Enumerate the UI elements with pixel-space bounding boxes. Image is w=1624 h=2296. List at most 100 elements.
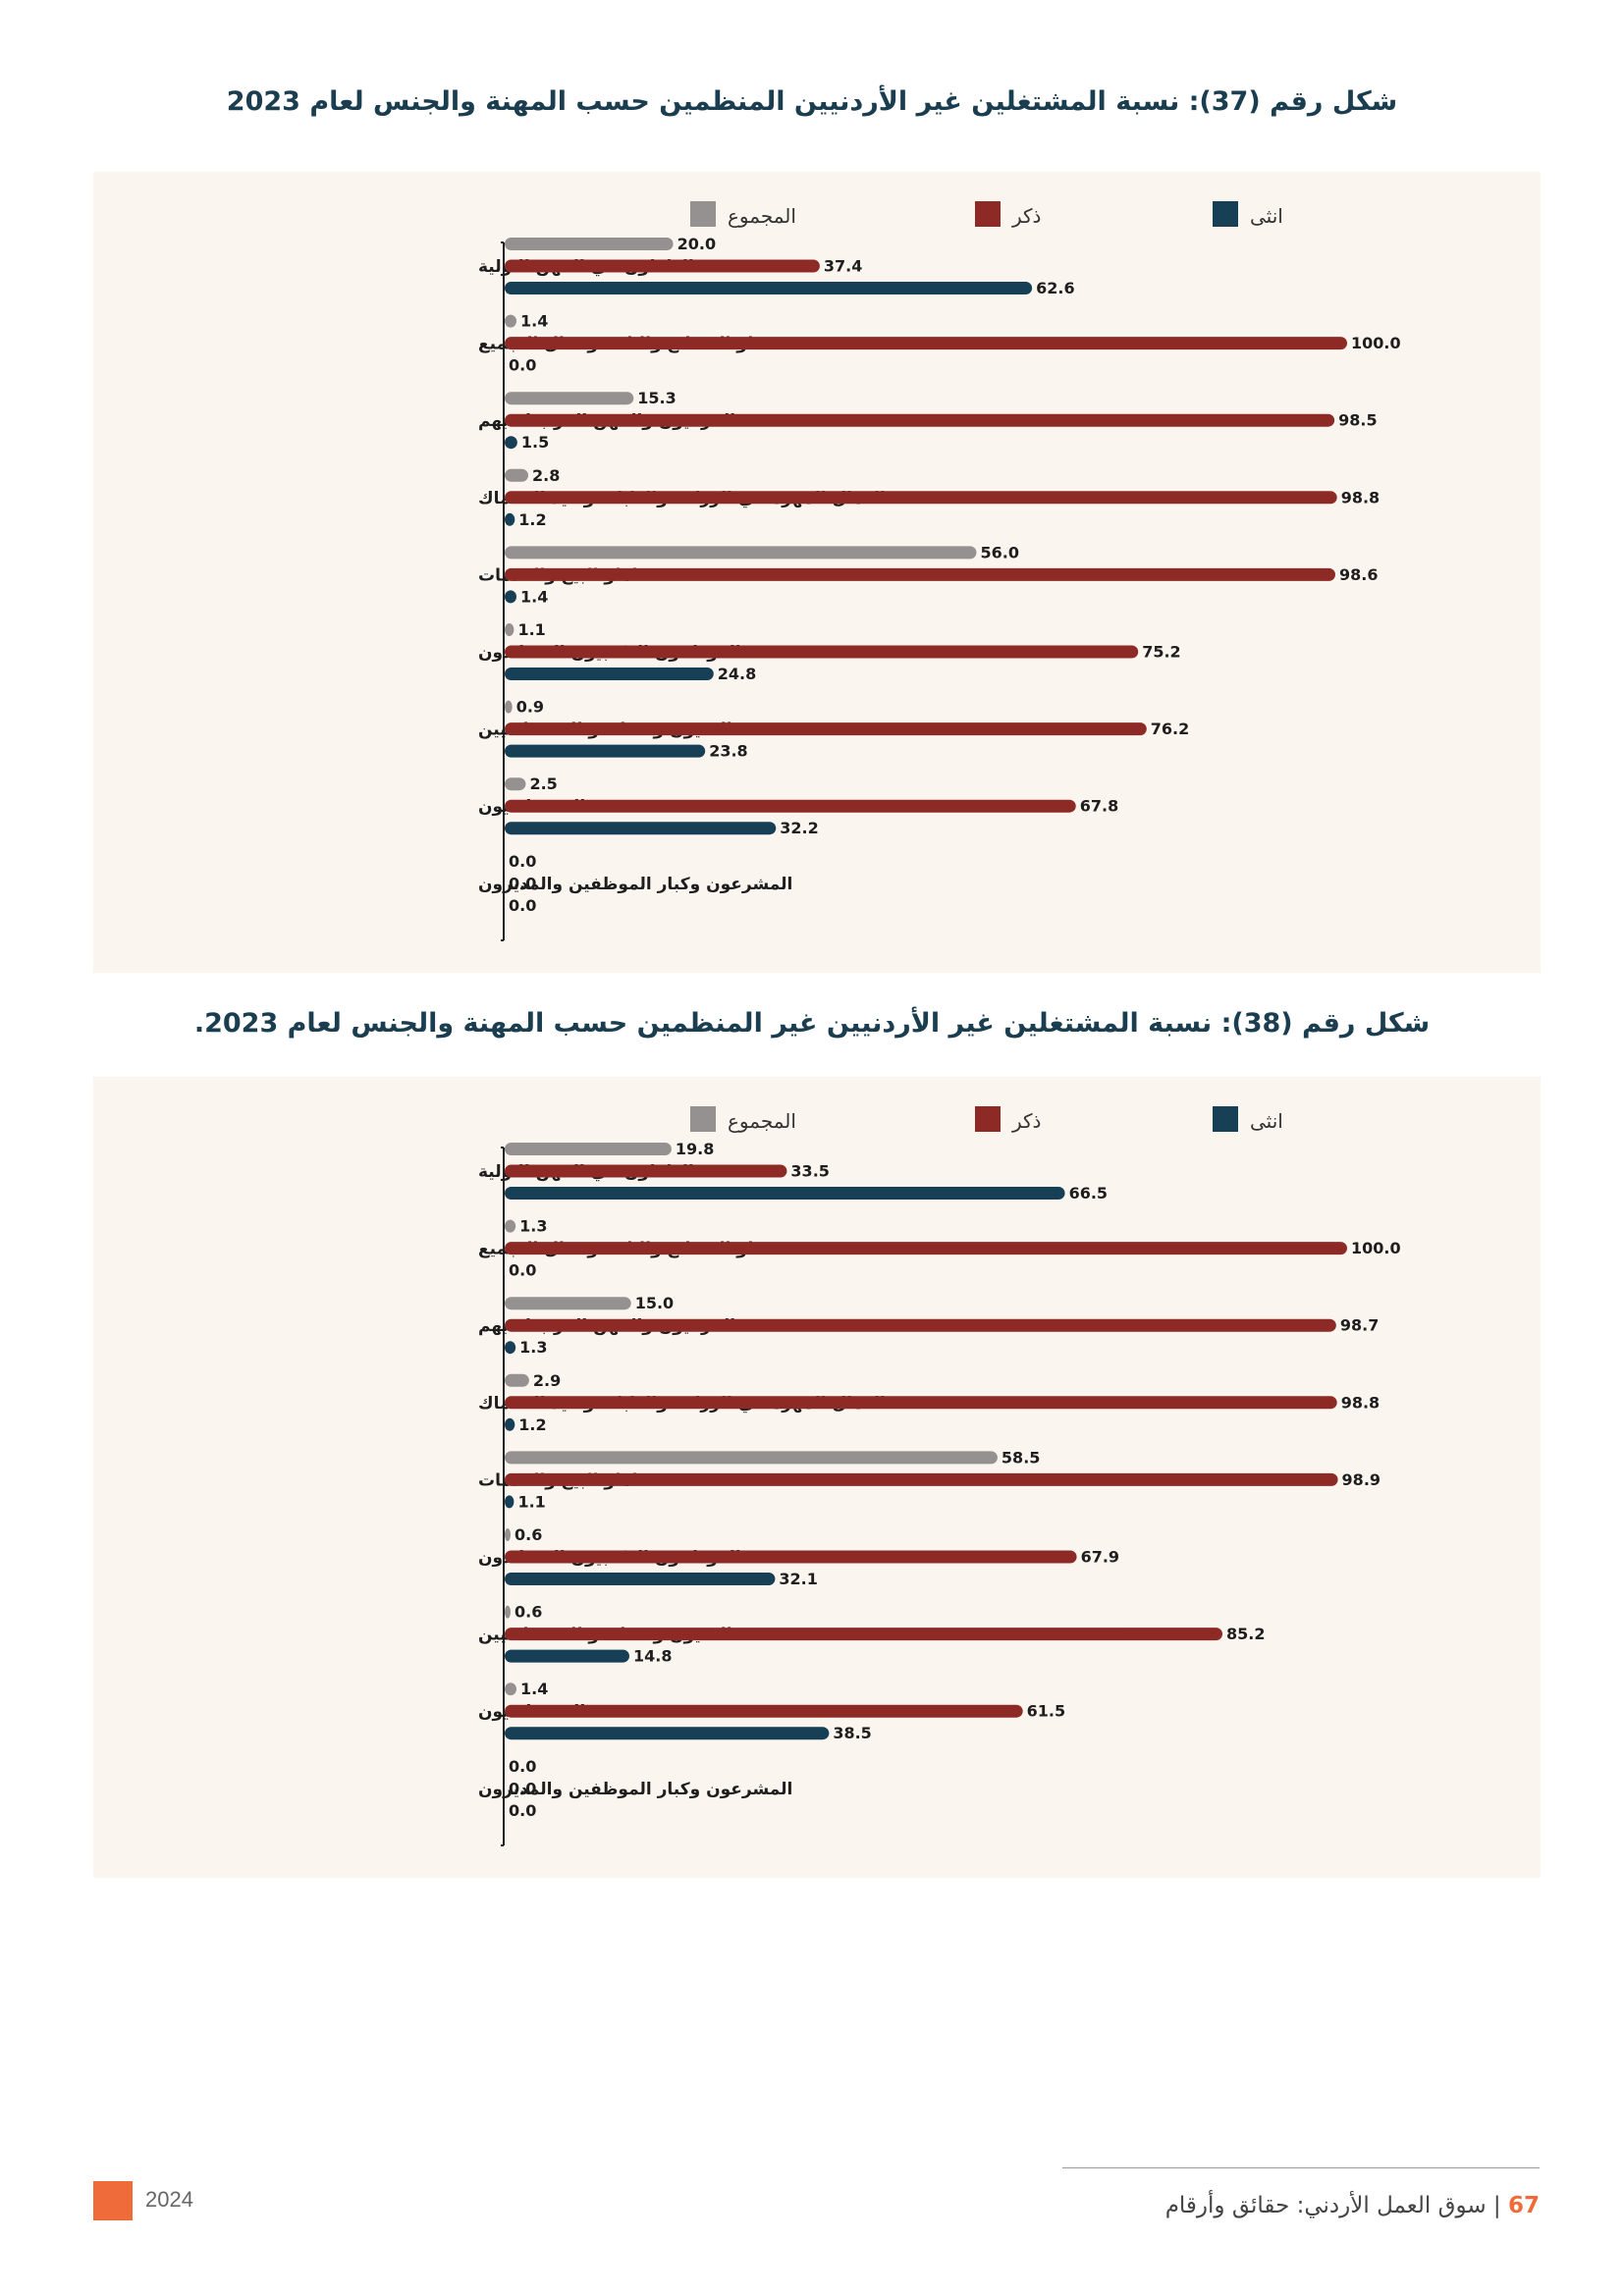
- chart-1-title: شكل رقم (37): نسبة المشتغلين غير الأردني…: [226, 86, 1398, 117]
- legend-item-male: ذكر: [975, 201, 1054, 229]
- data-label-female: 66.5: [1069, 1184, 1108, 1202]
- legend-label-female: انثى: [1250, 204, 1283, 228]
- category-label: المشرعون وكبار الموظفين والمديرون: [478, 875, 792, 894]
- chart-2-title: شكل رقم (38): نسبة المشتغلين غير الأردني…: [193, 1008, 1431, 1039]
- data-label-male: 100.0: [1351, 334, 1401, 352]
- data-label-male: 33.5: [790, 1162, 829, 1181]
- data-label-female: 0.0: [509, 896, 536, 915]
- data-label-male: 98.5: [1338, 411, 1377, 430]
- bar-total: [505, 1605, 511, 1619]
- data-label-total: 56.0: [980, 543, 1018, 561]
- legend-swatch-total: [690, 201, 716, 227]
- bar-male: [505, 1472, 1338, 1486]
- bar-male: [505, 337, 1347, 350]
- data-label-male: 61.5: [1027, 1702, 1065, 1721]
- data-label-male: 76.2: [1151, 720, 1189, 738]
- data-label-total: 58.5: [1001, 1448, 1040, 1467]
- bar-total: [505, 546, 977, 560]
- bar-female: [505, 1187, 1065, 1200]
- data-label-total: 19.8: [676, 1140, 714, 1158]
- legend-item-female: انثى: [1213, 1106, 1291, 1134]
- legend-swatch-total: [690, 1106, 716, 1132]
- data-label-female: 62.6: [1036, 279, 1074, 297]
- data-label-female: 1.3: [519, 1338, 547, 1357]
- data-label-female: 1.2: [518, 510, 546, 529]
- bar-male: [505, 645, 1139, 659]
- data-label-female: 14.8: [633, 1647, 672, 1666]
- data-label-female: 32.1: [779, 1570, 817, 1588]
- bar-female: [505, 436, 517, 450]
- bar-female: [505, 822, 777, 835]
- chart-1-panel: المجموع ذكر انثى العاملون في المهن الاول…: [93, 172, 1541, 973]
- bar-total: [505, 1451, 998, 1465]
- data-label-total: 2.9: [533, 1371, 561, 1390]
- bar-male: [505, 1550, 1077, 1564]
- bar-female: [505, 1495, 514, 1509]
- bar-female: [505, 1649, 629, 1663]
- data-label-male: 98.9: [1342, 1470, 1380, 1489]
- data-label-female: 0.0: [509, 1801, 536, 1820]
- legend-label-male: ذكر: [1012, 1109, 1042, 1133]
- data-label-female: 1.4: [520, 587, 548, 606]
- bar-total: [505, 1143, 672, 1155]
- bar-male: [505, 799, 1076, 813]
- bar-male: [505, 1628, 1223, 1641]
- data-label-total: 0.9: [516, 698, 544, 717]
- bar-female: [505, 1417, 515, 1431]
- data-label-male: 98.8: [1341, 488, 1380, 507]
- legend-label-total: المجموع: [728, 204, 796, 228]
- data-label-female: 0.0: [509, 356, 536, 375]
- chart-2-panel: المجموع ذكر انثى العاملون في المهن الاول…: [93, 1077, 1541, 1878]
- bar-female: [505, 590, 517, 604]
- legend-swatch-male: [975, 201, 1001, 227]
- data-label-male: 0.0: [509, 874, 536, 892]
- data-label-total: 2.8: [532, 466, 560, 485]
- bar-female: [505, 282, 1033, 294]
- data-label-female: 23.8: [709, 742, 747, 761]
- footer-publication: 67 | سوق العمل الأردني: حقائق وأرقام: [1165, 2193, 1540, 2218]
- bar-total: [505, 777, 526, 791]
- bar-female: [505, 744, 706, 758]
- footer-separator: |: [1492, 2193, 1501, 2218]
- bar-male: [505, 259, 820, 273]
- legend-label-male: ذكر: [1012, 204, 1042, 228]
- data-label-total: 2.5: [529, 774, 557, 793]
- bar-total: [505, 468, 529, 482]
- bar-female: [505, 1727, 830, 1740]
- bar-total: [505, 314, 517, 328]
- legend-item-male: ذكر: [975, 1106, 1054, 1134]
- legend-label-female: انثى: [1250, 1109, 1283, 1133]
- bar-male: [505, 722, 1147, 736]
- data-label-female: 1.2: [518, 1415, 546, 1434]
- bar-male: [505, 1242, 1347, 1255]
- data-label-total: 1.4: [520, 1680, 548, 1698]
- data-label-female: 32.2: [780, 819, 818, 837]
- bar-male: [505, 1318, 1336, 1332]
- page-number: 67: [1507, 2193, 1540, 2218]
- bar-total: [505, 392, 634, 405]
- bar-male: [505, 1396, 1337, 1410]
- data-label-female: 38.5: [833, 1724, 871, 1742]
- data-label-total: 1.3: [519, 1217, 547, 1236]
- chart-1-plot: العاملون في المهن الاولية20.037.462.6مشغ…: [478, 235, 1401, 941]
- data-label-total: 0.0: [509, 1757, 536, 1776]
- footer-divider: [1062, 2167, 1540, 2168]
- bar-total: [505, 1373, 529, 1387]
- category-label: المشرعون وكبار الموظفين والمديرون: [478, 1780, 792, 1799]
- data-label-total: 15.0: [635, 1294, 674, 1312]
- bar-total: [505, 700, 513, 714]
- legend-label-total: المجموع: [728, 1109, 796, 1133]
- bar-total: [505, 1528, 511, 1541]
- bar-male: [505, 491, 1337, 505]
- data-label-total: 0.0: [509, 852, 536, 871]
- data-label-male: 67.9: [1081, 1548, 1119, 1567]
- bar-total: [505, 1219, 516, 1233]
- data-label-male: 98.8: [1341, 1393, 1380, 1412]
- legend-swatch-male: [975, 1106, 1001, 1132]
- data-label-total: 20.0: [677, 235, 716, 253]
- legend-item-total: المجموع: [690, 1106, 808, 1134]
- data-label-male: 67.8: [1080, 797, 1118, 816]
- data-label-female: 24.8: [718, 665, 756, 683]
- legend-swatch-female: [1213, 1106, 1238, 1132]
- data-label-total: 0.6: [514, 1603, 542, 1622]
